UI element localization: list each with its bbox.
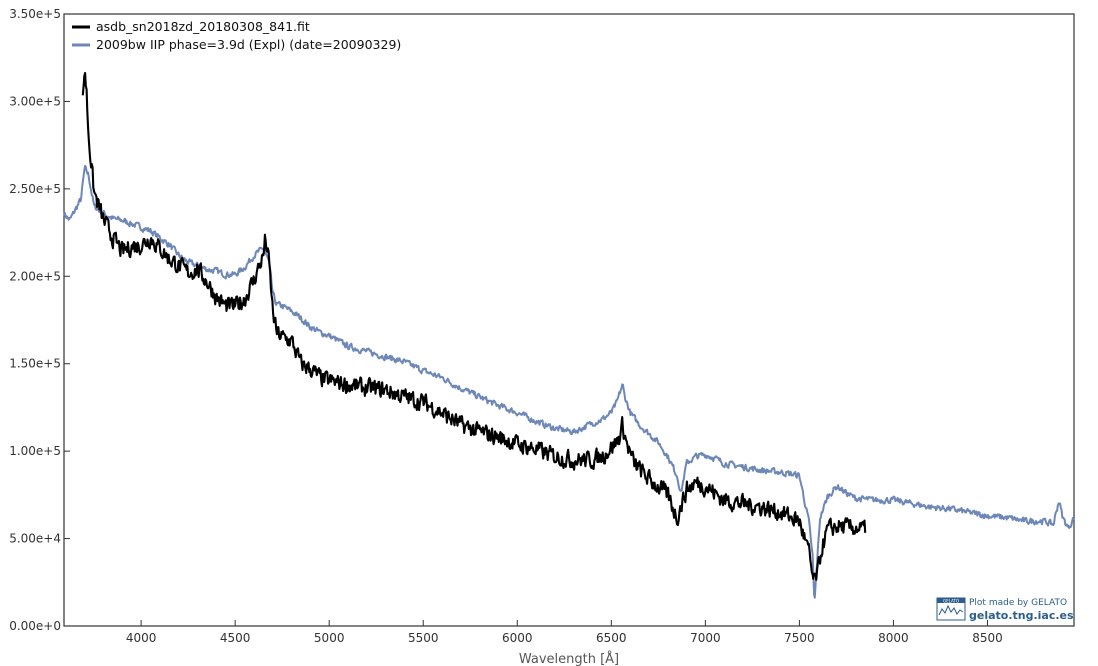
x-tick-label: 5500 — [408, 631, 439, 645]
axis-layer: 4000 4500 5000 5500 6000 6500 7000 7500 8000 8500… — [9, 7, 1003, 645]
gelato-credit-line2[interactable]: gelato.tng.iac.es — [969, 609, 1074, 622]
x-tick-label: 6500 — [596, 631, 627, 645]
y-tick-label: 3.50e+5 — [9, 7, 61, 21]
y-tick-label: 2.50e+5 — [9, 182, 61, 196]
series-line-1 — [81, 71, 867, 581]
gelato-logo-squiggle — [938, 604, 964, 616]
y-tick-label: 1.50e+5 — [9, 357, 61, 371]
x-tick-label: 4000 — [126, 631, 157, 645]
x-tick-label: 7500 — [784, 631, 815, 645]
gelato-credit[interactable]: GELATO Plot made by GELATO gelato.tng.ia… — [936, 597, 1074, 622]
y-tick-label: 3.00e+5 — [9, 94, 61, 108]
series-layer — [63, 71, 1075, 599]
x-tick-label: 5000 — [314, 631, 345, 645]
y-tick-label: 2.00e+5 — [9, 269, 61, 283]
legend: asdb_sn2018zd_20180308_841.fit 2009bw II… — [72, 19, 401, 52]
x-axis-label: Wavelength [Å] — [519, 651, 619, 666]
y-tick-label: 1.00e+5 — [9, 444, 61, 458]
gelato-badge-text: GELATO — [943, 599, 959, 604]
x-tick-label: 7000 — [690, 631, 721, 645]
x-tick-label: 6000 — [502, 631, 533, 645]
y-tick-label: 0.00e+0 — [9, 619, 61, 633]
x-tick-label: 4500 — [220, 631, 251, 645]
gelato-badge — [937, 598, 965, 603]
x-tick-label: 8500 — [972, 631, 1003, 645]
x-tick-label: 8000 — [878, 631, 909, 645]
plot-frame — [63, 13, 1075, 627]
gelato-credit-line1: Plot made by GELATO — [969, 598, 1067, 608]
series-line-2 — [63, 164, 1075, 599]
y-tick-label: 5.00e+4 — [9, 532, 61, 546]
legend-label-series-1: asdb_sn2018zd_20180308_841.fit — [96, 19, 310, 34]
legend-label-series-2: 2009bw IIP phase=3.9d (Expl) (date=20090… — [96, 37, 401, 52]
